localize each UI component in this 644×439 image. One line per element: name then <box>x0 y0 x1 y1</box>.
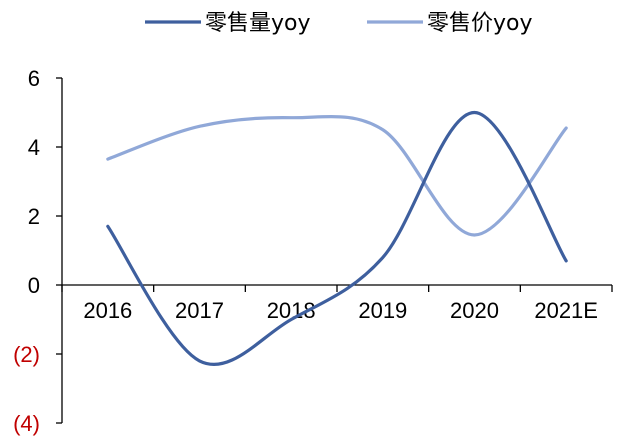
series-line-1 <box>106 114 568 237</box>
y-tick-label: 4 <box>28 135 40 160</box>
y-axis: (4) (2) 0 2 4 6 <box>13 66 63 436</box>
series-layer <box>106 110 568 366</box>
y-tick-label: (4) <box>13 411 40 436</box>
x-tick-label: 2020 <box>450 298 499 323</box>
y-tick-label: (2) <box>13 342 40 367</box>
y-tick-label: 0 <box>28 273 40 298</box>
x-tick-label: 2017 <box>175 298 224 323</box>
x-tick-label: 2021E <box>534 298 598 323</box>
legend: 零售量yoy 零售价yoy <box>145 11 533 36</box>
legend-label: 零售价yoy <box>427 11 533 36</box>
legend-label: 零售量yoy <box>205 11 311 36</box>
x-tick-label: 2019 <box>358 298 407 323</box>
x-axis: 2016 2017 2018 2019 2020 2021E <box>61 284 613 323</box>
y-tick-label: 2 <box>28 204 40 229</box>
y-tick-label: 6 <box>28 66 40 91</box>
series-line-0 <box>106 110 568 366</box>
x-tick-label: 2016 <box>83 298 132 323</box>
